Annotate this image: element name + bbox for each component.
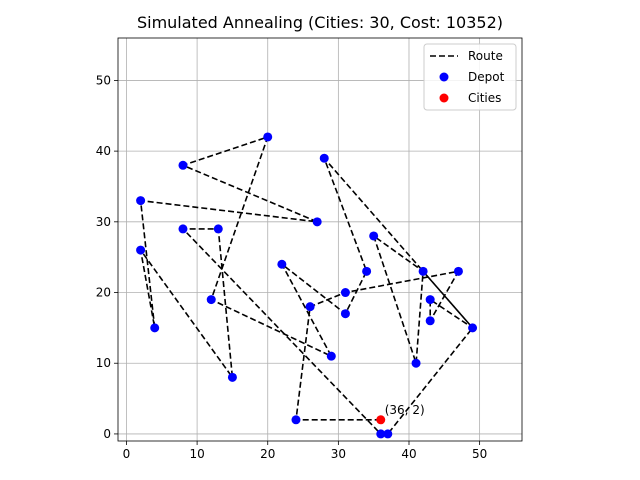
x-tick-label: 40	[401, 447, 416, 461]
depot-point	[425, 316, 435, 326]
x-tick-label: 10	[189, 447, 204, 461]
route-line	[139, 135, 474, 435]
depot-point	[418, 266, 428, 276]
depot-point	[319, 153, 329, 163]
legend-label: Cities	[468, 91, 501, 105]
legend-label: Depot	[468, 70, 505, 84]
legend-depot-swatch	[439, 72, 449, 82]
y-tick-label: 10	[96, 356, 111, 370]
depot-point	[425, 295, 435, 305]
y-tick-label: 20	[96, 286, 111, 300]
depot-point	[340, 288, 350, 298]
depot-point	[178, 160, 188, 170]
depot-point	[291, 415, 301, 425]
depot-point	[312, 217, 322, 227]
y-tick-label: 30	[96, 215, 111, 229]
legend-box	[423, 43, 517, 111]
x-tick-label: 0	[123, 447, 131, 461]
depot-point	[227, 372, 237, 382]
depot-point	[383, 429, 393, 439]
depot-point	[206, 295, 216, 305]
point-annotation: (36, 2)	[385, 403, 425, 417]
depot-point	[362, 266, 372, 276]
legend: Route Depot Cities	[423, 43, 517, 111]
chart-title: Simulated Annealing (Cities: 30, Cost: 1…	[137, 13, 503, 32]
legend-cities-swatch	[439, 93, 449, 103]
depot-point	[411, 358, 421, 368]
axes: 0 10 20 30 40 50 0 10 20 30 40 50	[96, 37, 523, 461]
points	[136, 132, 478, 439]
route-series	[139, 135, 474, 435]
depot-point	[136, 196, 146, 206]
x-tick-label: 50	[472, 447, 487, 461]
depot-point	[376, 429, 386, 439]
y-tick-label: 40	[96, 144, 111, 158]
depot-point	[178, 224, 188, 234]
depot-point	[340, 309, 350, 319]
city-point	[376, 415, 386, 425]
annotations: (36, 2)	[385, 403, 425, 417]
depot-point	[136, 245, 146, 255]
depot-point	[213, 224, 223, 234]
y-tick-label: 0	[103, 427, 111, 441]
depot-point	[326, 351, 336, 361]
depot-point	[305, 302, 315, 312]
legend-label: Route	[468, 49, 503, 63]
depot-point	[150, 323, 160, 333]
depot-point	[468, 323, 478, 333]
depot-point	[263, 132, 273, 142]
depot-point	[369, 231, 379, 241]
depot-point	[277, 259, 287, 269]
x-tick-label: 30	[331, 447, 346, 461]
x-tick-label: 20	[260, 447, 275, 461]
depot-point	[453, 266, 463, 276]
y-tick-label: 50	[96, 73, 111, 87]
plot-frame	[117, 37, 523, 442]
